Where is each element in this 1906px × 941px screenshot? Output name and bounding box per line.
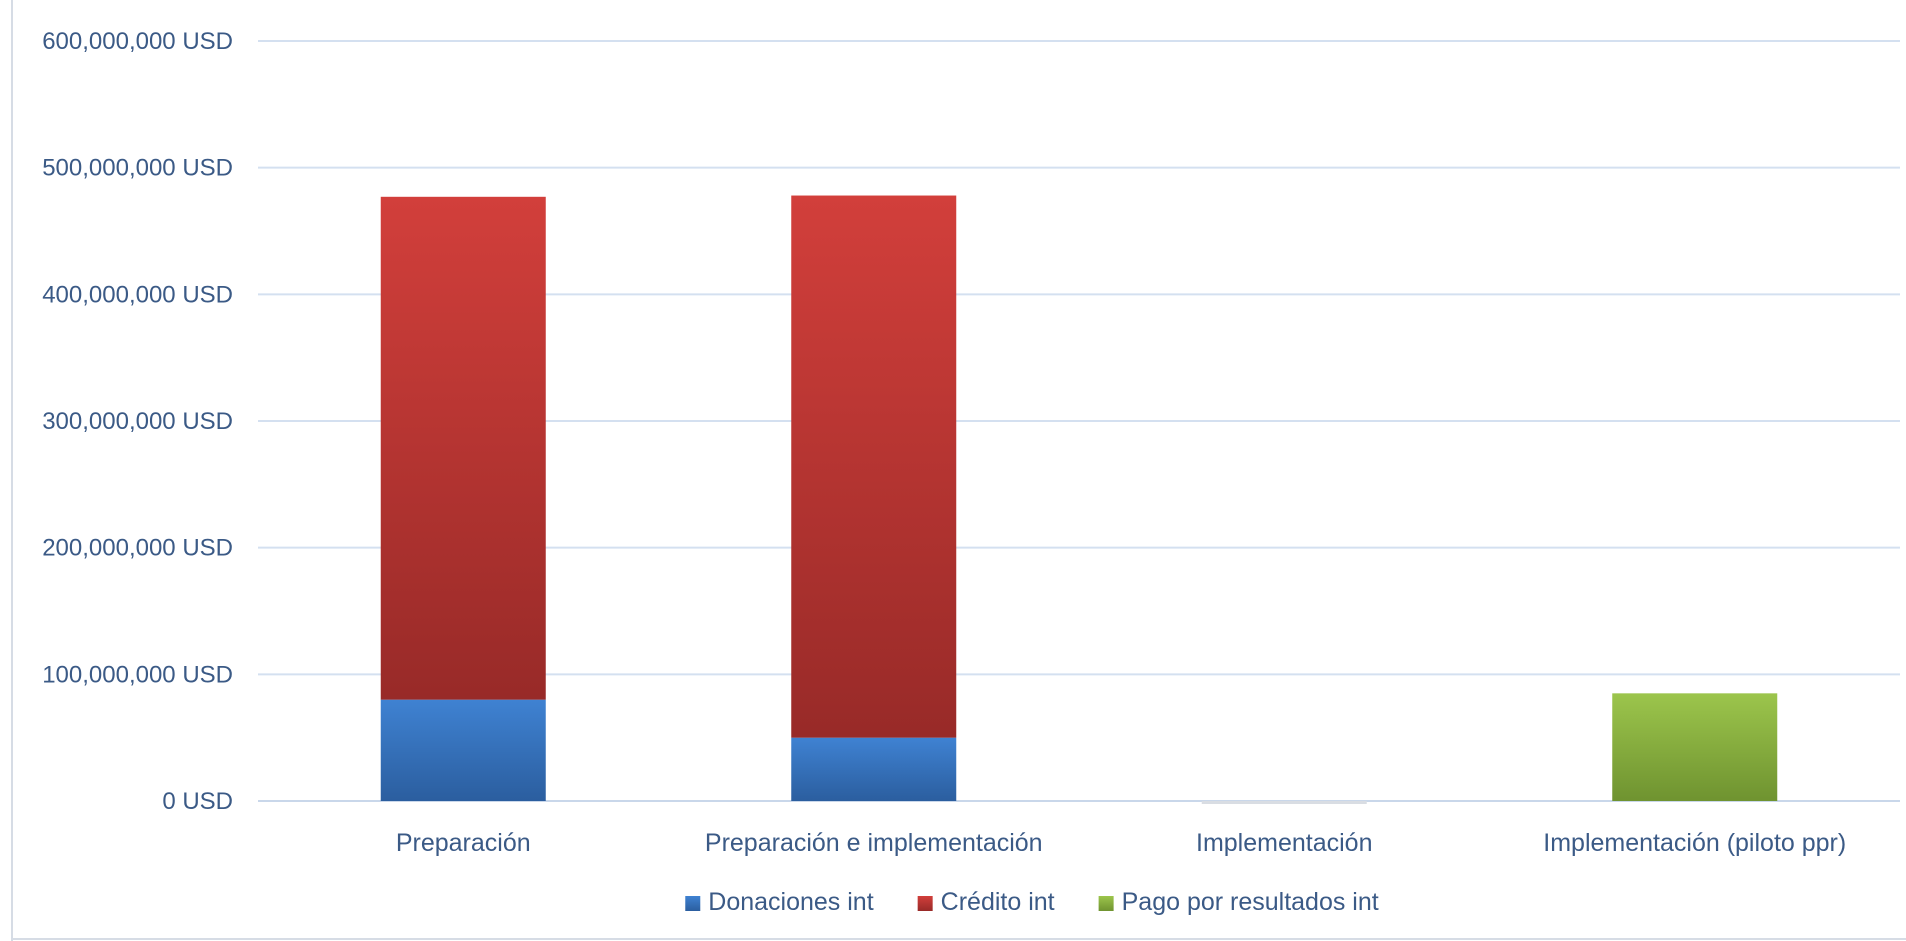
y-tick-label: 500,000,000 USD xyxy=(42,155,233,182)
x-category-label: Preparación xyxy=(396,829,531,857)
bar-pago-por-resultados-int xyxy=(1612,693,1778,801)
y-tick-label: 600,000,000 USD xyxy=(42,28,233,55)
bar-cr-dito-int xyxy=(380,196,546,700)
x-category-label: Implementación (piloto ppr) xyxy=(1543,829,1846,857)
bar-empty xyxy=(1201,801,1367,804)
legend-swatch xyxy=(1098,896,1114,911)
y-tick-label: 300,000,000 USD xyxy=(42,408,233,435)
legend-label: Donaciones int xyxy=(708,888,873,916)
legend-label: Pago por resultados int xyxy=(1122,888,1379,916)
y-tick-label: 100,000,000 USD xyxy=(42,661,233,688)
y-tick-label: 0 USD xyxy=(162,788,233,815)
x-axis: Preparación Preparación e implementación I… xyxy=(396,829,1846,857)
legend-swatch xyxy=(917,896,933,911)
x-category-label: Implementación xyxy=(1196,829,1372,857)
legend-label: Crédito int xyxy=(941,888,1055,916)
bar-donaciones-int xyxy=(380,699,546,801)
y-tick-label: 200,000,000 USD xyxy=(42,535,233,562)
bar-cr-dito-int xyxy=(791,195,957,738)
y-tick-label: 400,000,000 USD xyxy=(42,281,233,308)
legend: Donaciones int Crédito int Pago por result… xyxy=(685,888,1379,916)
bars xyxy=(380,195,1778,804)
bar-donaciones-int xyxy=(791,737,957,801)
y-axis: 0 USD 100,000,000 USD 200,000,000 USD 300,0… xyxy=(42,28,233,815)
x-category-label: Preparación e implementación xyxy=(705,829,1043,857)
legend-swatch xyxy=(685,896,701,911)
